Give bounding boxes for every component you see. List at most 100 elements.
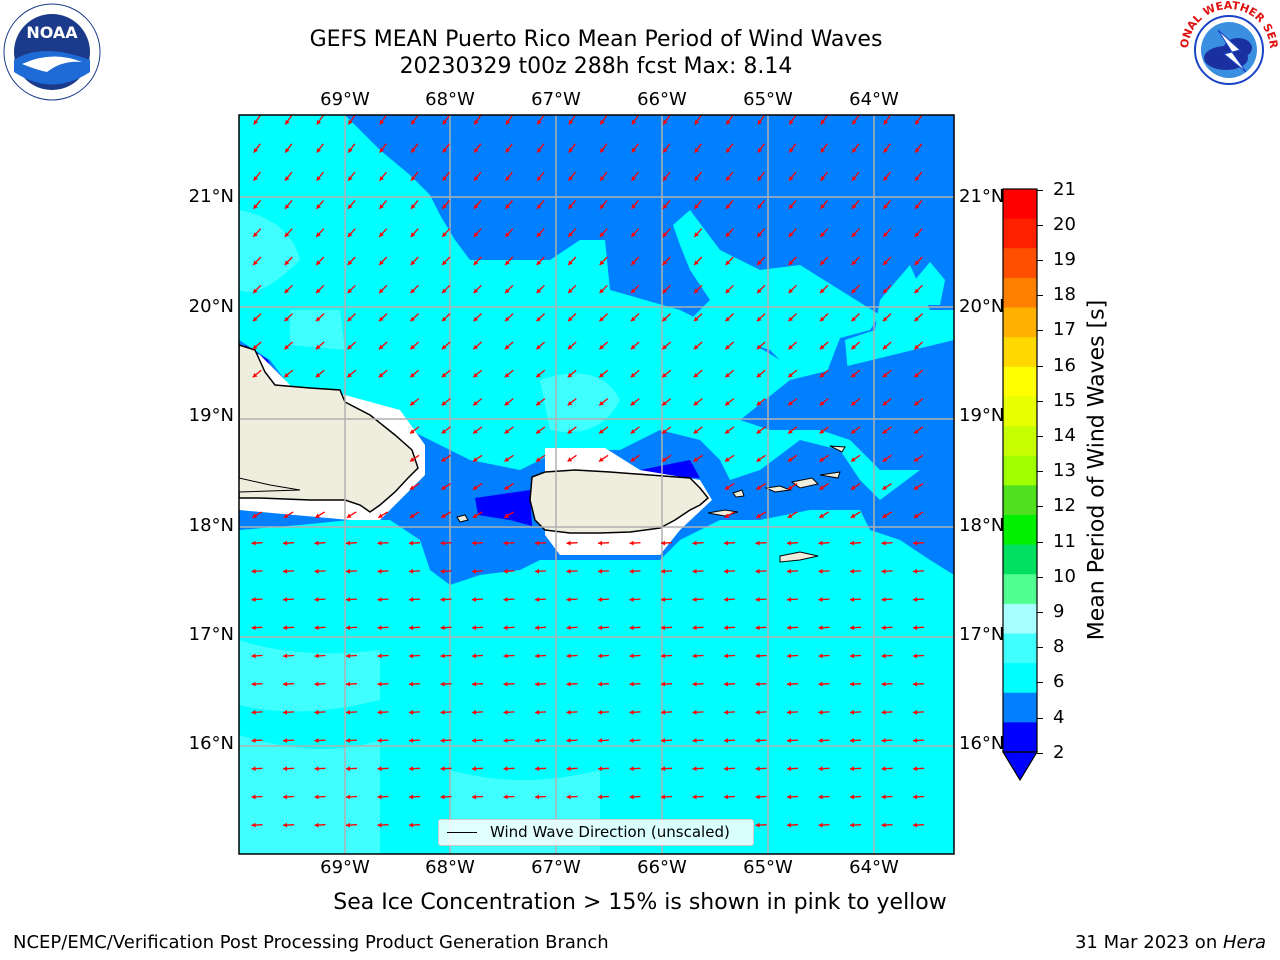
wind-wave-arrowhead [882, 485, 887, 490]
wind-wave-arrowhead [253, 148, 258, 153]
wind-wave-arrowhead [377, 794, 382, 800]
wind-wave-arrowhead [788, 344, 793, 350]
lon-label-top: 65°W [743, 89, 793, 110]
wind-wave-arrowhead [379, 316, 384, 322]
wind-wave-arrowhead [851, 232, 857, 237]
wind-wave-arrowhead [599, 288, 605, 294]
wind-wave-arrowhead [472, 653, 477, 659]
wind-wave-arrowhead [787, 709, 792, 715]
wind-wave-arrowhead [253, 232, 258, 237]
wind-wave-arrowhead [411, 204, 416, 209]
wind-wave-arrowhead [314, 766, 319, 772]
wind-wave-arrowhead [472, 625, 477, 631]
wind-wave-arrowhead [472, 794, 477, 800]
wind-wave-arrowhead [314, 709, 319, 715]
colorbar-tick-label: 4 [1053, 707, 1065, 728]
wind-wave-arrowhead [347, 260, 353, 265]
wind-wave-arrowhead [787, 625, 792, 631]
wind-wave-arrowhead [440, 738, 445, 743]
wind-wave-arrowhead [598, 625, 603, 631]
wind-wave-arrowhead [284, 232, 290, 237]
wind-wave-arrowhead [314, 794, 319, 800]
wind-wave-arrowhead [629, 568, 634, 574]
wind-wave-arrowhead [536, 372, 541, 378]
wind-wave-arrowhead [724, 568, 729, 574]
wind-wave-arrowhead [756, 429, 762, 434]
wind-wave-arrowhead [914, 344, 919, 350]
wind-wave-arrowhead [536, 429, 541, 434]
wind-wave-arrowhead [820, 204, 825, 209]
wind-wave-arrowhead [663, 119, 668, 125]
wind-wave-arrowhead [535, 653, 540, 659]
wind-wave-arrowhead [724, 794, 729, 800]
wind-wave-arrowhead [567, 429, 573, 434]
wind-wave-arrowhead [598, 738, 603, 743]
wind-wave-arrowhead [755, 625, 760, 631]
wind-wave-arrowhead [503, 597, 508, 602]
wind-wave-arrowhead [410, 288, 416, 294]
lat-label-left: 16°N [188, 733, 234, 754]
wind-wave-arrowhead [756, 344, 762, 350]
wind-wave-arrowhead [441, 457, 447, 462]
wind-wave-arrowhead [881, 738, 886, 743]
chart-subtitle: 20230329 t00z 288h fcst Max: 8.14 [399, 54, 793, 79]
wind-wave-arrowhead [598, 681, 603, 687]
wind-wave-arrowhead [755, 568, 760, 574]
wind-wave-arrowhead [568, 176, 573, 181]
wind-wave-arrowhead [314, 681, 319, 687]
wind-wave-arrowhead [316, 232, 321, 237]
wind-wave-arrowhead [599, 316, 604, 322]
wind-wave-arrowhead [473, 457, 478, 462]
colorbar-tick-mark [1037, 718, 1043, 719]
wind-wave-arrowhead [757, 260, 762, 265]
wind-wave-arrowhead [566, 540, 571, 546]
wind-wave-arrowhead [599, 344, 604, 350]
wind-wave-arrowhead [283, 709, 288, 715]
wind-wave-arrowhead [251, 625, 256, 631]
wind-wave-arrowhead [316, 260, 321, 265]
wind-wave-arrowhead [629, 709, 634, 715]
colorbar-cell [1003, 603, 1037, 634]
wind-wave-arrowhead [504, 401, 510, 406]
wind-wave-arrowhead [409, 568, 414, 574]
wind-wave-arrowhead [284, 344, 289, 350]
wind-wave-arrowhead [883, 260, 888, 265]
wind-wave-arrowhead [661, 540, 666, 546]
wind-wave-arrowhead [662, 429, 667, 434]
wind-wave-arrowhead [377, 766, 382, 772]
wind-wave-arrowhead [820, 232, 825, 237]
wind-wave-arrowhead [348, 119, 353, 125]
wind-wave-arrowhead [882, 457, 888, 462]
wind-wave-arrowhead [725, 344, 730, 350]
wind-wave-arrowhead [851, 260, 857, 265]
colorbar-cell [1003, 485, 1037, 516]
wind-wave-arrowhead [409, 709, 414, 715]
field-cyan-island [673, 210, 880, 390]
wind-wave-arrowhead [819, 429, 825, 434]
wind-wave-arrowhead [692, 653, 697, 659]
colorbar-frame [1002, 188, 1038, 753]
lon-label-top: 66°W [637, 89, 687, 110]
wind-wave-arrowhead [724, 653, 729, 659]
wind-wave-arrowhead [755, 653, 760, 659]
wind-wave-arrowhead [566, 653, 571, 659]
wind-wave-arrowhead [410, 401, 415, 406]
wind-wave-arrowhead [503, 653, 508, 659]
wind-wave-arrowhead [474, 119, 479, 125]
wind-wave-arrowhead [377, 653, 382, 659]
field-darkblue-patch [475, 490, 532, 526]
wind-wave-arrowhead [755, 540, 760, 546]
wind-wave-arrowhead [850, 568, 855, 574]
wind-wave-arrowhead [285, 176, 290, 181]
wind-wave-arrowhead [568, 260, 573, 265]
wind-wave-arrowhead [536, 288, 542, 294]
wind-wave-arrowhead [820, 148, 825, 153]
wind-wave-arrowhead [820, 316, 825, 322]
wind-wave-arrowhead [818, 738, 823, 743]
wind-wave-arrowhead [285, 148, 290, 153]
wind-wave-arrowhead [631, 288, 636, 294]
wind-wave-arrowhead [535, 540, 540, 546]
colorbar-tick-label: 19 [1053, 249, 1076, 270]
wind-wave-arrowhead [693, 401, 699, 406]
wind-wave-arrowhead [725, 260, 731, 265]
